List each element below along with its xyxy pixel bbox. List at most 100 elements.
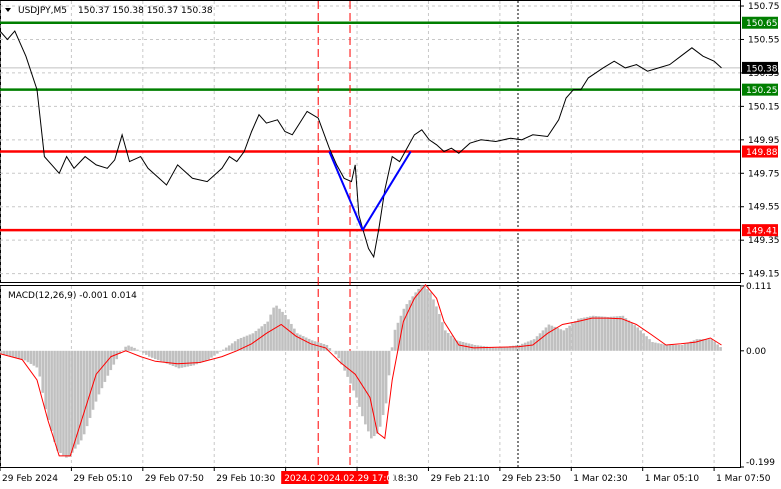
macd-histogram-bar <box>515 345 518 351</box>
time-tick-label: 29 Feb 05:10 <box>73 474 132 484</box>
macd-histogram-bar <box>207 350 210 360</box>
macd-histogram-bar <box>686 342 690 351</box>
macd-histogram-bar <box>76 350 80 445</box>
macd-histogram-bar <box>168 350 172 365</box>
macd-histogram-bar <box>118 350 121 354</box>
macd-histogram-bar <box>189 350 193 366</box>
macd-histogram-bar <box>79 350 83 441</box>
macd-histogram-bar <box>278 308 281 351</box>
macd-histogram-bar <box>304 337 308 351</box>
macd-histogram-bar <box>358 350 361 407</box>
macd-histogram-bar <box>713 341 716 351</box>
price-panel <box>0 0 741 283</box>
macd-histogram-bar <box>153 350 157 359</box>
macd-histogram-bar <box>136 349 139 351</box>
macd-histogram-bar <box>334 350 338 355</box>
macd-histogram-bar <box>56 350 59 451</box>
levels-layer <box>0 21 740 232</box>
macd-histogram-bar <box>204 350 207 361</box>
macd-histogram-bar <box>583 317 586 351</box>
price-badges: 150.65 150.38 150.25 149.88 149.41 <box>742 16 778 237</box>
macd-histogram-bar <box>251 333 255 351</box>
macd-histogram-bar <box>364 350 367 425</box>
dropdown-triangle-icon[interactable] <box>5 8 11 12</box>
macd-histogram <box>0 285 722 458</box>
macd-histogram-bar <box>532 339 536 351</box>
macd-histogram-bar <box>609 316 613 351</box>
macd-histogram-bar <box>562 330 565 351</box>
macd-histogram-bar <box>11 350 15 357</box>
time-marker-label: 2024.0 <box>284 474 316 484</box>
macd-histogram-bar <box>367 350 370 432</box>
macd-histogram-bar <box>307 338 311 351</box>
macd-histogram-bar <box>284 314 287 351</box>
macd-histogram-bar <box>568 325 571 351</box>
time-tick-label: 29 Feb 23:50 <box>502 474 561 484</box>
macd-histogram-bar <box>355 350 358 398</box>
macd-axis: 0.111 0.00 -0.199 <box>740 282 775 468</box>
macd-histogram-bar <box>124 346 127 351</box>
macd-histogram-bar <box>559 329 563 351</box>
time-marker-labels: 2024.0 2024.02.29 17:00 <box>281 471 398 484</box>
trend-line <box>328 151 364 231</box>
macd-histogram-bar <box>707 339 711 351</box>
macd-histogram-bar <box>621 315 625 351</box>
macd-histogram-bar <box>426 288 429 351</box>
macd-histogram-bar <box>503 346 506 351</box>
chart-header: USDJPY,M5 150.37 150.38 150.37 150.38 <box>5 6 213 16</box>
macd-histogram-bar <box>615 316 619 351</box>
macd-histogram-bar <box>458 341 462 351</box>
macd-histogram-bar <box>180 350 184 368</box>
macd-histogram-bar <box>198 350 201 364</box>
macd-histogram-bar <box>159 350 163 362</box>
macd-histogram-bar <box>497 347 500 351</box>
macd-histogram-bar <box>85 350 89 427</box>
price-axis: 150.75 150.55 150.35 150.15 149.95 149.75 149.… <box>740 2 780 280</box>
macd-histogram-bar <box>645 336 648 351</box>
macd-histogram-bar <box>298 334 302 351</box>
macd-histogram-bar <box>435 306 438 351</box>
macd-histogram-bar <box>680 344 684 351</box>
macd-histogram-bar <box>230 343 234 351</box>
macd-histogram-bar <box>612 316 616 351</box>
macd-histogram-bar <box>316 342 320 351</box>
macd-tick-label: 0.00 <box>746 347 766 357</box>
macd-histogram-bar <box>648 339 651 351</box>
macd-histogram-bar <box>328 348 332 351</box>
macd-histogram-bar <box>449 335 453 351</box>
macd-histogram-bar <box>62 350 65 456</box>
macd-histogram-bar <box>417 288 420 351</box>
macd-histogram-bar <box>361 350 364 417</box>
price-tick-label: 149.55 <box>748 203 780 213</box>
macd-histogram-bar <box>340 350 343 365</box>
macd-histogram-bar <box>592 315 595 351</box>
time-marker-badge <box>281 471 316 484</box>
macd-histogram-bar <box>544 327 548 351</box>
macd-histogram-bar <box>651 342 654 351</box>
macd-histogram-bar <box>310 340 314 351</box>
macd-histogram-bar <box>224 347 228 351</box>
trend-line <box>361 151 412 231</box>
macd-histogram-bar <box>269 314 272 351</box>
macd-histogram-bar <box>352 350 355 391</box>
macd-histogram-bar <box>384 350 388 404</box>
time-tick-label: 1 Mar 02:30 <box>573 474 628 484</box>
macd-histogram-bar <box>402 308 406 351</box>
macd-histogram-bar <box>313 341 317 351</box>
macd-histogram-bar <box>343 350 346 371</box>
macd-histogram-bar <box>414 292 417 351</box>
macd-histogram-bar <box>192 350 195 366</box>
macd-histogram-bar <box>580 318 583 351</box>
macd-histogram-bar <box>668 344 672 351</box>
time-tick-label: 29 Feb 10:30 <box>216 474 275 484</box>
price-tick-label: 150.55 <box>748 35 780 45</box>
macd-histogram-bar <box>526 341 530 351</box>
macd-histogram-bar <box>68 350 71 457</box>
macd-histogram-bar <box>423 285 426 351</box>
macd-histogram-bar <box>29 350 33 364</box>
macd-histogram-bar <box>589 316 592 351</box>
macd-histogram-bar <box>263 323 267 351</box>
price-badge-label: 150.25 <box>746 86 778 96</box>
macd-histogram-bar <box>245 335 249 351</box>
macd-histogram-bar <box>550 325 554 351</box>
